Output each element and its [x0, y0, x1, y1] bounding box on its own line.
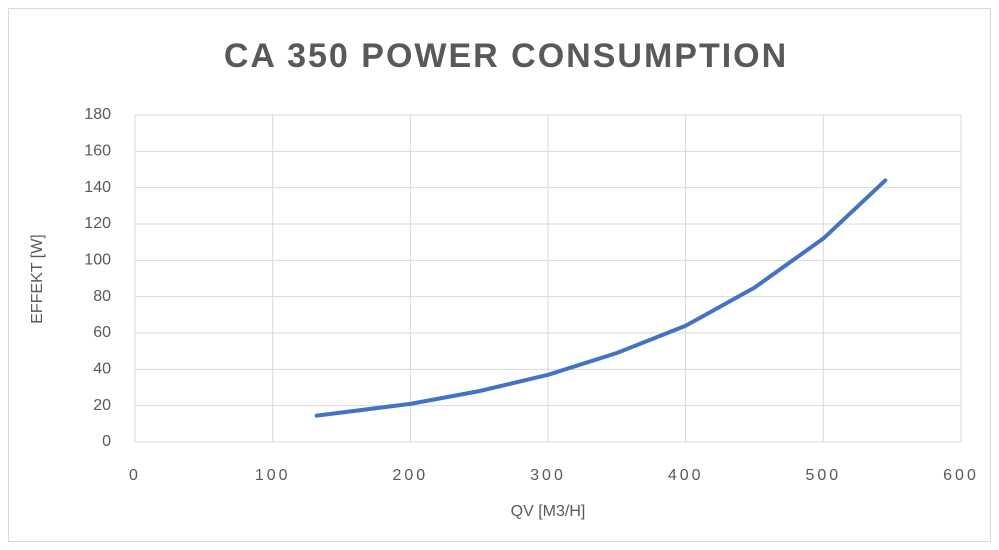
y-tick-label: 120 — [84, 215, 111, 232]
x-tick-label: 300 — [530, 467, 566, 484]
y-tick-label: 40 — [93, 361, 111, 378]
x-axis-label: QV [M3/H] — [511, 503, 586, 520]
y-tick-label: 180 — [84, 106, 111, 123]
y-tick-label: 0 — [102, 433, 111, 450]
chart-frame — [8, 8, 991, 542]
y-tick-label: 20 — [93, 397, 111, 414]
y-axis-label: EFFEKT [W] — [29, 234, 46, 323]
x-tick-label: 0 — [129, 467, 141, 484]
x-tick-label: 200 — [392, 467, 428, 484]
chart-title: CA 350 POWER CONSUMPTION — [224, 37, 788, 75]
y-tick-label: 80 — [93, 288, 111, 305]
y-tick-label: 160 — [84, 143, 111, 160]
y-tick-label: 60 — [93, 324, 111, 341]
x-tick-label: 600 — [943, 467, 979, 484]
x-tick-label: 500 — [805, 467, 841, 484]
x-tick-label: 400 — [668, 467, 704, 484]
x-tick-label: 100 — [255, 467, 291, 484]
line-series — [314, 178, 888, 418]
y-tick-label: 100 — [84, 252, 111, 269]
y-tick-label: 140 — [84, 179, 111, 196]
